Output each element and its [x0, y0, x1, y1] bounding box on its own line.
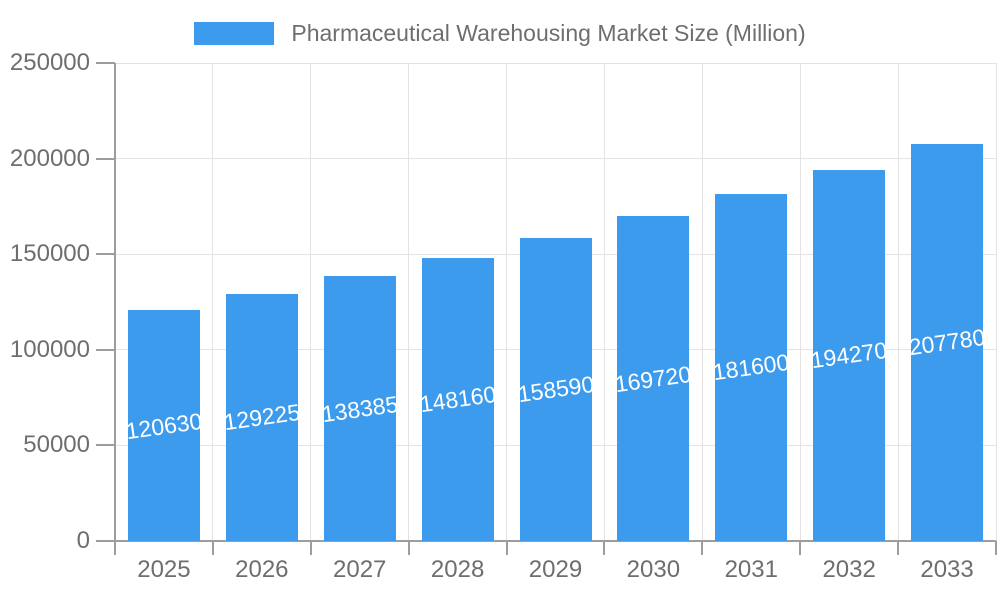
gridline-v [212, 63, 214, 541]
x-category-label: 2025 [137, 556, 191, 583]
legend-swatch [194, 22, 275, 45]
y-tick-label: 150000 [9, 240, 90, 268]
x-tick [701, 541, 704, 555]
x-tick [799, 541, 802, 555]
x-tick [211, 541, 214, 555]
bar-2033[interactable] [911, 143, 984, 541]
bar-2025[interactable] [127, 310, 200, 541]
x-tick [995, 541, 997, 555]
y-tick [96, 348, 115, 351]
y-tick [96, 444, 115, 447]
gridline-v [701, 63, 703, 541]
y-tick [96, 62, 115, 64]
x-category-label: 2028 [430, 556, 485, 583]
bar-2032[interactable] [813, 169, 886, 541]
x-category-label: 2032 [822, 556, 876, 583]
x-category-label: 2027 [333, 556, 387, 583]
y-tick-label: 50000 [23, 431, 90, 459]
y-tick-label: 250000 [9, 49, 90, 76]
legend-label: Pharmaceutical Warehousing Market Size (… [291, 20, 806, 46]
x-tick [309, 541, 312, 555]
legend-item[interactable]: Pharmaceutical Warehousing Market Size (… [194, 20, 806, 47]
y-tick-label: 200000 [9, 144, 90, 172]
gridline-h [115, 158, 996, 160]
y-tick [96, 157, 115, 160]
bar-2026[interactable] [225, 293, 298, 541]
gridline-h [115, 62, 996, 64]
gridline-v [995, 63, 997, 541]
y-tick [96, 540, 115, 542]
legend: Pharmaceutical Warehousing Market Size (… [0, 20, 1000, 47]
x-tick [407, 541, 410, 555]
x-tick [897, 541, 900, 555]
x-category-label: 2030 [626, 556, 681, 583]
bar-2029[interactable] [519, 237, 592, 541]
gridline-v [408, 63, 410, 541]
x-category-label: 2026 [235, 556, 289, 583]
x-axis-line [115, 540, 996, 542]
gridline-v [310, 63, 312, 541]
gridline-v [897, 63, 899, 541]
y-tick-label: 100000 [9, 335, 90, 363]
x-tick [505, 541, 508, 555]
bar-2028[interactable] [421, 257, 494, 541]
y-axis-line [114, 63, 116, 541]
x-category-label: 2029 [528, 556, 583, 583]
y-tick-label: 0 [76, 527, 90, 554]
bar-2030[interactable] [617, 216, 690, 541]
x-category-label: 2031 [724, 556, 778, 583]
bar-2027[interactable] [323, 276, 396, 541]
gridline-v [799, 63, 801, 541]
gridline-v [506, 63, 508, 541]
x-tick [603, 541, 606, 555]
x-tick [114, 541, 116, 555]
y-tick [96, 253, 115, 256]
x-category-label: 2033 [920, 556, 974, 583]
bar-2031[interactable] [715, 193, 788, 541]
gridline-v [603, 63, 605, 541]
